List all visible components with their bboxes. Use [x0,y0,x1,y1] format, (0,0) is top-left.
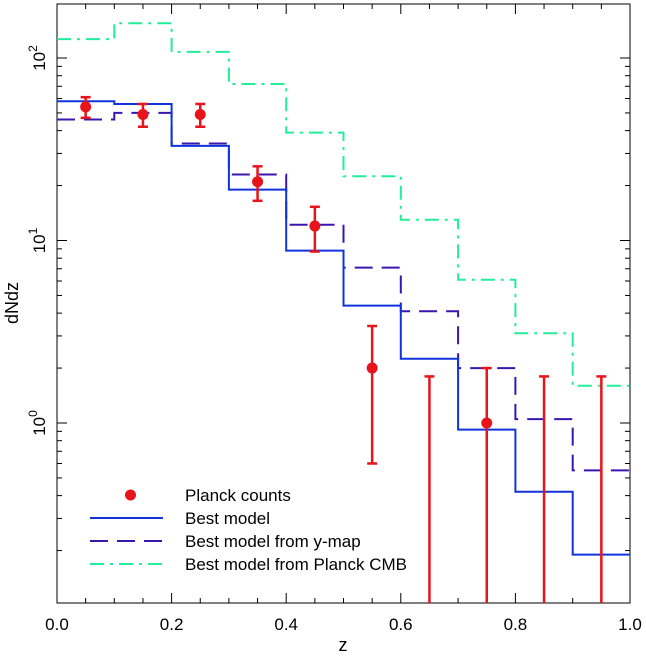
y-tick-base: 10 [30,417,49,436]
data-point [80,101,92,113]
data-point [366,362,378,374]
y-tick-label-text: 101 [26,227,49,253]
y-tick-exponent: 2 [26,45,40,52]
y-tick-base: 10 [30,234,49,253]
data-point [137,109,149,121]
y-tick-exponent: 0 [26,410,40,417]
x-tick-label: 0.0 [45,615,69,634]
series-layer [57,22,630,556]
step-best-model [57,100,630,556]
y-tick-base: 10 [30,52,49,71]
legend-label: Planck counts [185,486,291,505]
legend-marker-points [125,489,136,501]
y-tick-label: 101 [26,227,49,253]
x-tick-label: 0.6 [389,615,413,634]
y-tick-label: 102 [26,45,49,71]
step-best-model-from-y-map [57,111,630,472]
y-tick-label-text: 102 [26,45,49,71]
y-axis-label: dNdz [2,282,22,324]
x-tick-label: 0.4 [274,615,298,634]
planck-counts-points [80,95,607,603]
x-tick-label: 1.0 [618,615,642,634]
x-axis-label: z [339,635,348,655]
axis-ticks [56,4,631,603]
legend-label: Best model from y-map [185,532,361,551]
y-tick-exponent: 1 [26,227,40,234]
x-tick-label: 0.2 [160,615,184,634]
legend: Planck counts Best model Best model from y… [90,486,407,574]
data-point [252,176,264,188]
data-point [194,109,206,121]
data-point [481,417,493,429]
data-point [309,220,321,232]
x-tick-label: 0.8 [504,615,528,634]
legend-label: Best model [185,509,270,528]
y-tick-label-text: 100 [26,410,49,436]
step-best-model-from-planck-cmb [57,22,630,387]
legend-label: Best model from Planck CMB [185,555,407,574]
y-tick-label: 100 [26,410,49,436]
